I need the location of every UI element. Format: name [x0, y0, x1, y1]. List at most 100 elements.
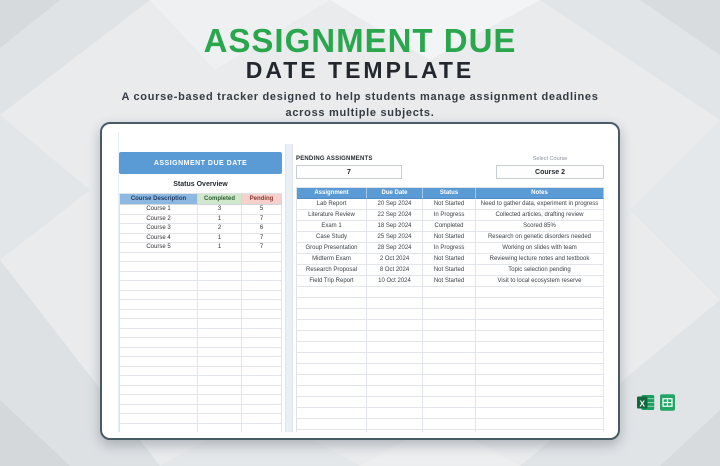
empty-row [120, 366, 282, 376]
empty-row [297, 298, 604, 309]
empty-cell [423, 298, 476, 309]
empty-row [297, 419, 604, 430]
page-title-line2: DATE TEMPLATE [245, 57, 475, 83]
empty-cell [198, 290, 242, 300]
empty-row [297, 287, 604, 298]
empty-cell [242, 423, 282, 432]
empty-cell [242, 404, 282, 414]
table-cell: 3 [198, 205, 242, 215]
empty-cell [476, 298, 604, 309]
empty-cell [367, 375, 423, 386]
column-header-pending: Pending [242, 194, 282, 205]
status-overview-title: Status Overview [173, 181, 228, 188]
empty-cell [198, 366, 242, 376]
empty-cell [120, 309, 198, 319]
empty-cell [198, 423, 242, 432]
empty-cell [423, 364, 476, 375]
table-cell: Not Started [423, 254, 476, 265]
empty-cell [120, 300, 198, 310]
empty-cell [297, 342, 367, 353]
assignments-table-header: Assignment Due Date Status Notes [297, 188, 604, 199]
empty-row [297, 408, 604, 419]
empty-row [297, 342, 604, 353]
course-select-dropdown[interactable]: Course 2 [496, 165, 604, 179]
empty-cell [476, 408, 604, 419]
table-cell: Field Trip Report [297, 276, 367, 287]
empty-cell [120, 328, 198, 338]
empty-cell [476, 287, 604, 298]
svg-text:X: X [639, 399, 645, 408]
empty-cell [120, 423, 198, 432]
status-overview-panel: ASSIGNMENT DUE DATE Status Overview Cour… [118, 132, 282, 432]
table-cell: 2 [198, 224, 242, 234]
google-sheets-icon [660, 394, 675, 411]
empty-row [120, 347, 282, 357]
empty-cell [423, 430, 476, 432]
empty-cell [120, 319, 198, 329]
table-cell: Not Started [423, 232, 476, 243]
empty-row [120, 328, 282, 338]
empty-row [297, 331, 604, 342]
empty-cell [367, 408, 423, 419]
assignments-table-body: Lab Report 20 Sep 2024 Not Started Need to … [297, 199, 604, 432]
empty-cell [297, 309, 367, 320]
empty-cell [423, 408, 476, 419]
table-cell: Topic selection pending [476, 265, 604, 276]
empty-row [120, 262, 282, 272]
empty-cell [476, 375, 604, 386]
sheet-title-banner: ASSIGNMENT DUE DATE [119, 152, 282, 174]
table-cell: Case Study [297, 232, 367, 243]
empty-cell [297, 419, 367, 430]
empty-cell [423, 353, 476, 364]
empty-cell [120, 366, 198, 376]
empty-cell [198, 338, 242, 348]
empty-cell [367, 397, 423, 408]
empty-cell [198, 376, 242, 386]
empty-cell [367, 419, 423, 430]
empty-cell [198, 328, 242, 338]
empty-row [297, 375, 604, 386]
table-cell: Reviewing lecture notes and textbook [476, 254, 604, 265]
empty-cell [297, 287, 367, 298]
table-cell: 1 [198, 233, 242, 243]
table-cell: 2 Oct 2024 [367, 254, 423, 265]
template-preview-card: ASSIGNMENT DUE DATE Status Overview Cour… [100, 122, 620, 440]
empty-row [120, 271, 282, 281]
empty-cell [423, 386, 476, 397]
empty-row [297, 320, 604, 331]
table-cell: Research Proposal [297, 265, 367, 276]
table-row: Exam 1 18 Sep 2024 Completed Scored 85% [297, 221, 604, 232]
empty-cell [242, 347, 282, 357]
table-cell: Course 1 [120, 205, 198, 215]
table-cell: 5 [242, 205, 282, 215]
empty-cell [242, 319, 282, 329]
empty-row [120, 414, 282, 424]
empty-cell [120, 338, 198, 348]
subtitle-line2: across multiple subjects. [285, 106, 435, 119]
empty-cell [297, 430, 367, 432]
empty-cell [120, 347, 198, 357]
empty-cell [242, 366, 282, 376]
empty-cell [242, 252, 282, 262]
empty-cell [476, 386, 604, 397]
empty-cell [120, 252, 198, 262]
empty-cell [242, 309, 282, 319]
table-cell: Not Started [423, 265, 476, 276]
empty-cell [198, 404, 242, 414]
column-header-due-date: Due Date [367, 188, 423, 199]
table-cell: Not Started [423, 199, 476, 210]
empty-cell [367, 287, 423, 298]
empty-cell [120, 357, 198, 367]
table-cell: Scored 85% [476, 221, 604, 232]
status-table-header: Course Description Completed Pending [120, 194, 282, 205]
empty-cell [423, 419, 476, 430]
empty-cell [198, 281, 242, 291]
empty-row [120, 376, 282, 386]
table-cell: Visit to local ecosystem reserve [476, 276, 604, 287]
column-header-status: Status [423, 188, 476, 199]
empty-cell [198, 300, 242, 310]
assignments-table: Assignment Due Date Status Notes Lab Rep… [296, 187, 604, 432]
empty-cell [297, 320, 367, 331]
